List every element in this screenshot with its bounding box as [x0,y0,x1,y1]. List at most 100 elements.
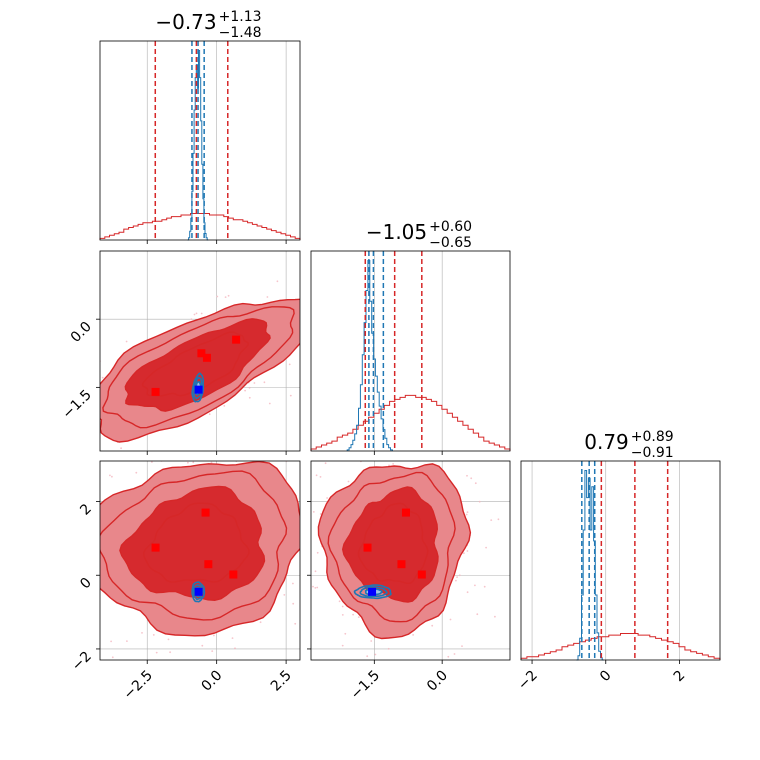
sample-point [360,287,362,289]
sample-point [95,607,97,609]
prior-truth-marker [197,349,206,358]
sample-point [216,295,219,298]
sample-point [387,647,390,650]
sample-point [90,530,92,532]
sample-point [208,413,211,416]
sample-point [141,632,143,634]
sample-point [456,576,458,578]
sample-point [474,482,477,485]
sample-point [452,668,454,670]
y-tick-label: 0 [77,575,95,593]
prior-truth-marker [202,353,211,362]
sample-point [316,586,319,589]
sample-point [319,640,321,642]
sample-point [476,391,478,393]
sample-point [490,519,493,521]
sample-point [404,677,406,679]
sample-point [333,662,335,664]
sample-point [316,551,319,554]
sample-point [84,410,86,412]
sample-point [476,613,479,616]
sample-point [211,650,214,652]
sample-point [86,433,88,435]
sample-point [169,651,172,654]
sample-point [111,656,114,659]
sample-point [73,442,75,444]
sample-point [356,446,358,448]
sample-point [370,438,372,440]
sample-point [297,410,299,412]
sample-point [276,280,279,283]
sample-point [308,524,310,526]
panel-frame [99,460,301,661]
panel-frame [520,460,721,661]
sample-point [213,634,215,637]
sample-point [324,570,326,572]
sample-point [50,450,52,452]
pair-content [37,280,362,482]
sample-point [190,318,193,320]
sample-point [82,570,84,572]
posterior-contour [191,581,206,603]
sample-point [483,585,486,588]
sample-point [63,434,65,436]
sample-point [465,513,468,516]
sample-point [223,405,226,407]
prior-truth-marker [417,570,426,579]
sample-point [470,477,473,480]
sample-point [387,423,389,425]
sample-point [303,527,305,529]
sample-point [319,476,322,478]
sample-point [431,624,434,627]
sample-point [366,655,369,658]
sample-point [370,457,372,459]
sample-point [461,645,463,647]
x-tick-label: −1.5 [348,668,383,703]
sample-point [64,421,66,423]
sample-point [313,576,315,578]
sample-point [337,331,339,333]
prior-truth-marker [204,560,213,569]
sample-point [341,644,344,647]
sample-point [231,637,234,639]
sample-point [97,425,99,427]
sample-point [96,426,98,428]
sample-point [314,509,316,511]
sample-point [294,622,297,625]
sample-point [125,340,128,343]
sample-point [289,394,292,397]
sample-point [314,570,317,573]
sample-point [187,461,189,464]
sample-point [110,640,112,643]
sample-point [192,461,195,464]
sample-point [463,552,465,555]
sample-point [50,552,52,554]
sample-point [69,552,71,554]
hist-panel-0 [99,40,301,244]
sample-point [48,549,50,551]
pair-panel-0-1 [37,250,362,482]
sample-point [410,382,412,384]
sample-point [466,591,469,594]
sample-point [155,651,158,654]
param-title-2: 0.79 [584,430,629,454]
sample-point [92,489,94,491]
sample-point [224,296,227,298]
param-title-minus-0: −1.48 [219,25,262,41]
panel-frame [99,250,301,452]
sample-point [307,483,309,485]
sample-point [96,525,98,527]
prior-contour [141,331,249,397]
sample-point [357,616,360,618]
sample-point [37,480,39,482]
sample-point [336,675,338,677]
sample-point [263,381,266,384]
panel-frame [310,460,511,661]
sample-point [67,473,69,475]
y-tick-label: −2 [69,648,95,674]
prior-truth-marker [232,335,241,344]
sample-point [86,454,88,456]
sample-point [94,375,96,377]
sample-point [312,511,315,513]
sample-point [91,417,93,419]
